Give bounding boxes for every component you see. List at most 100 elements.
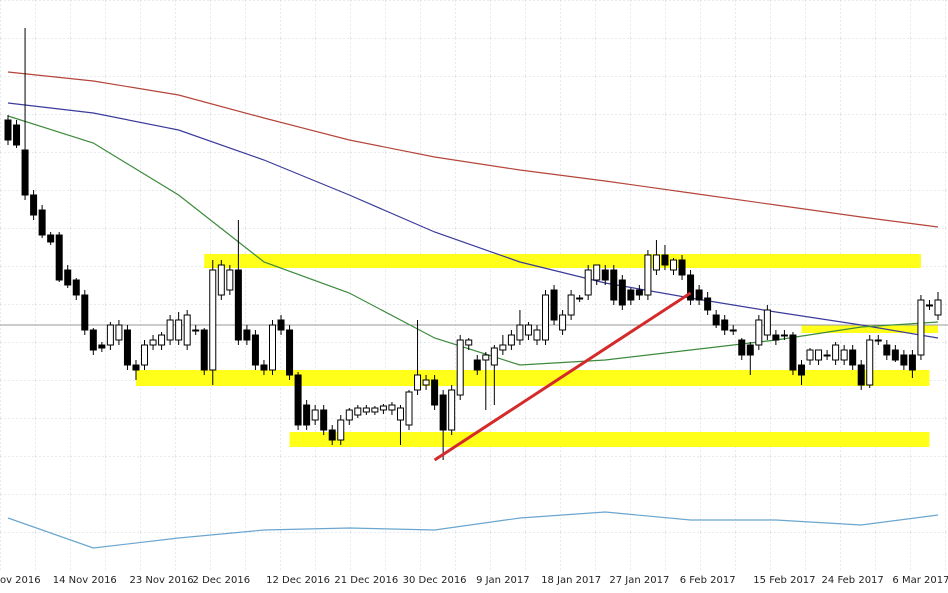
- candle-body: [13, 124, 21, 146]
- candle-body: [823, 354, 831, 357]
- candle-body: [925, 304, 933, 307]
- x-tick-label: 6 Feb 2017: [680, 575, 736, 586]
- x-tick-label: 14 Nov 2016: [53, 575, 117, 586]
- indicator-line: [7, 71, 939, 228]
- candle-body: [900, 354, 908, 366]
- candle-body: [286, 329, 294, 376]
- candle-body: [763, 309, 771, 336]
- candle-body: [542, 294, 550, 341]
- candle-body: [38, 209, 46, 236]
- candle-body: [132, 364, 140, 371]
- x-tick-label: 30 Dec 2016: [403, 575, 467, 586]
- candle-body: [431, 379, 439, 406]
- x-tick-label: 27 Jan 2017: [609, 575, 669, 586]
- candle-body: [175, 319, 183, 341]
- highlight-band: [289, 432, 930, 447]
- candle-body: [328, 429, 336, 441]
- candle-body: [670, 259, 678, 271]
- candle-body: [576, 297, 584, 300]
- x-tick-label: 15 Feb 2017: [753, 575, 815, 586]
- candle-body: [141, 344, 149, 366]
- candle-body: [183, 314, 191, 346]
- candle-body: [627, 289, 635, 301]
- candle-body: [934, 299, 942, 316]
- candle-body: [533, 329, 541, 341]
- candle-body: [567, 294, 575, 316]
- candle-body: [874, 339, 882, 342]
- candle-body: [593, 264, 601, 281]
- candle-body: [601, 269, 609, 281]
- candle-body: [379, 405, 387, 411]
- candle-body: [789, 334, 797, 371]
- candle-body: [243, 329, 251, 341]
- candle-body: [908, 354, 916, 371]
- candle-body: [507, 334, 515, 346]
- candle-body: [30, 194, 38, 216]
- candle-body: [166, 319, 174, 341]
- x-tick-label: 18 Jan 2017: [541, 575, 601, 586]
- candle-body: [857, 364, 865, 386]
- candle-body: [797, 364, 805, 376]
- highlight-band: [801, 325, 938, 333]
- candle-body: [661, 254, 669, 266]
- candle-body: [4, 119, 12, 141]
- candle-body: [917, 299, 925, 356]
- highlight-band: [135, 370, 930, 386]
- candle-body: [704, 297, 712, 311]
- candle-body: [106, 324, 114, 346]
- candle-body: [371, 407, 379, 413]
- candle-body: [98, 344, 106, 349]
- x-tick-label: 2 Dec 2016: [193, 575, 251, 586]
- candle-body: [652, 254, 660, 271]
- candle-body: [294, 374, 302, 426]
- x-tick-label: 24 Feb 2017: [822, 575, 884, 586]
- candle-body: [772, 334, 780, 341]
- candle-body: [277, 319, 285, 331]
- candle-body: [499, 344, 507, 351]
- candle-body: [21, 149, 29, 196]
- candle-body: [610, 269, 618, 301]
- candle-body: [149, 339, 157, 346]
- candle-body: [755, 319, 763, 346]
- x-tick-label: 12 Dec 2016: [266, 575, 330, 586]
- candle-body: [268, 324, 276, 371]
- candle-body: [234, 269, 242, 341]
- candle-body: [482, 354, 490, 361]
- candle-body: [320, 409, 328, 431]
- candle-body: [55, 234, 63, 281]
- candle-body: [448, 389, 456, 431]
- candle-body: [123, 329, 131, 366]
- candle-body: [396, 407, 404, 421]
- candle-body: [192, 329, 200, 332]
- candle-body: [866, 339, 874, 386]
- candle-body: [891, 349, 899, 361]
- candle-body: [815, 349, 823, 361]
- candle-body: [439, 394, 447, 431]
- candle-body: [746, 344, 754, 356]
- x-tick-label: 6 Mar 2017: [892, 575, 948, 586]
- x-tick-label: 9 Jan 2017: [476, 575, 530, 586]
- x-tick-label: 23 Nov 2016: [130, 575, 194, 586]
- trend-line: [433, 291, 692, 462]
- candle-body: [729, 329, 737, 332]
- candle-body: [738, 339, 746, 356]
- candle-body: [414, 374, 422, 391]
- candle-body: [251, 334, 259, 366]
- candle-body: [311, 409, 319, 421]
- candle-body: [422, 379, 430, 386]
- candle-body: [303, 404, 311, 426]
- candle-body: [337, 419, 345, 441]
- candle-body: [584, 269, 592, 296]
- highlight-band: [204, 254, 921, 268]
- candle-body: [849, 349, 857, 366]
- candle-body: [226, 269, 234, 291]
- candle-body: [362, 407, 370, 413]
- candle-body: [806, 349, 814, 361]
- candle-body: [840, 349, 848, 361]
- candle-body: [644, 254, 652, 296]
- candle-body: [780, 334, 788, 337]
- candle-body: [678, 259, 686, 276]
- candle-body: [490, 347, 498, 366]
- candle-body: [209, 269, 217, 371]
- candle-body: [260, 364, 268, 371]
